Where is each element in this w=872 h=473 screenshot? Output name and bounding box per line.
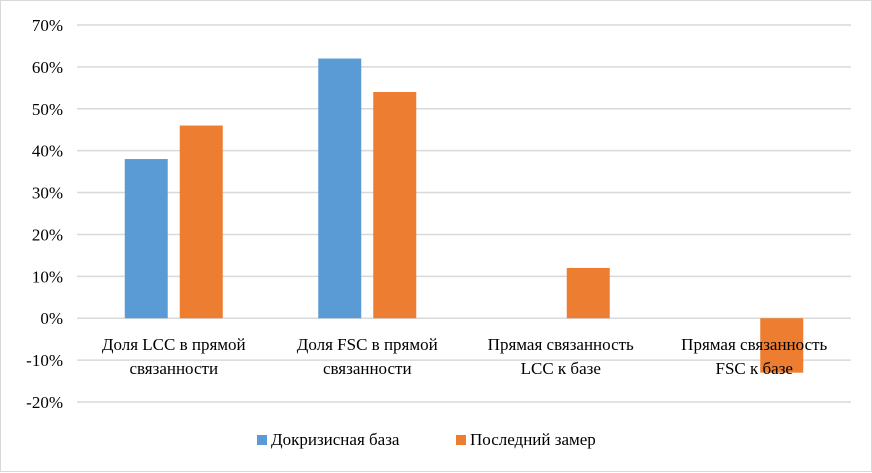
bar-pre-crisis	[124, 159, 168, 319]
legend-label: Последний замер	[470, 430, 596, 449]
x-category-label: Доля FSC в прямой	[297, 335, 438, 354]
y-tick-label: 0%	[40, 309, 63, 328]
bar-latest	[760, 318, 804, 373]
x-category-label: FSC к базе	[716, 359, 793, 378]
y-tick-label: 40%	[32, 142, 63, 161]
legend-swatch	[257, 435, 267, 445]
bar-latest	[373, 92, 417, 319]
x-category-label: Прямая связанность	[681, 335, 827, 354]
bar-pre-crisis	[318, 58, 362, 319]
legend-swatch	[456, 435, 466, 445]
y-tick-label: -20%	[26, 393, 63, 412]
x-category-label: LCC к базе	[521, 359, 601, 378]
y-tick-label: 10%	[32, 267, 63, 286]
x-category-label: Прямая связанность	[488, 335, 634, 354]
bar-latest	[179, 125, 223, 319]
x-category-label: Доля LCC в прямой	[102, 335, 246, 354]
x-category-label: связанности	[323, 359, 412, 378]
y-tick-label: 20%	[32, 225, 63, 244]
x-category-label: связанности	[129, 359, 218, 378]
y-tick-label: 70%	[32, 16, 63, 35]
bar-latest	[566, 267, 610, 319]
legend-label: Докризисная база	[271, 430, 400, 449]
y-tick-label: -10%	[26, 351, 63, 370]
y-tick-label: 60%	[32, 58, 63, 77]
y-tick-label: 30%	[32, 184, 63, 203]
y-tick-label: 50%	[32, 100, 63, 119]
